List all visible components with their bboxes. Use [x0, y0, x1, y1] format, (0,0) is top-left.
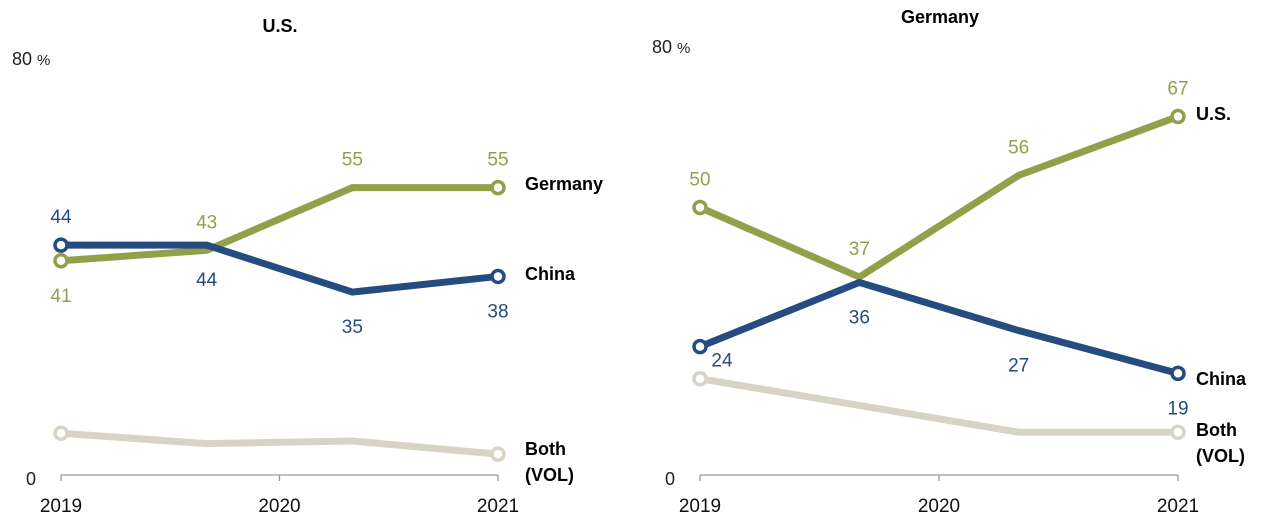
- series-label: Both (VOL): [1196, 420, 1245, 466]
- data-label: 55: [342, 150, 363, 171]
- data-point-marker: [692, 338, 708, 355]
- series-label: Both (VOL): [525, 439, 574, 485]
- data-label: 44: [196, 270, 218, 291]
- data-label: 43: [196, 212, 217, 233]
- data-point-marker: [692, 199, 708, 216]
- series-line-china: [698, 278, 1179, 377]
- data-label: 38: [487, 301, 508, 322]
- data-label: 44: [50, 207, 72, 228]
- y-tick-label-bottom: 0: [665, 469, 675, 489]
- data-point-marker: [490, 268, 506, 285]
- x-tick-label: 2020: [258, 496, 300, 517]
- y-tick-label-bottom: 0: [26, 469, 36, 489]
- series-label: Germany: [525, 174, 603, 194]
- y-tick-unit: %: [677, 40, 690, 57]
- x-tick-label: 2019: [679, 496, 721, 517]
- series-label: China: [1196, 369, 1247, 389]
- data-point-marker: [490, 446, 506, 462]
- data-point-marker: [1170, 424, 1186, 440]
- data-point-marker: [53, 237, 69, 253]
- y-tick-label-top: 80 %: [652, 37, 690, 57]
- data-label: 35: [342, 317, 363, 338]
- series-line-both: [60, 429, 499, 458]
- x-tick-label: 2019: [40, 496, 82, 517]
- data-label: 41: [50, 286, 71, 307]
- series-line-us: [698, 113, 1180, 282]
- series-line-germany: [60, 184, 498, 265]
- series-label: U.S.: [1196, 104, 1231, 124]
- x-tick-label: 2021: [477, 496, 519, 517]
- x-tick-label: 2020: [918, 496, 960, 517]
- data-label: 24: [711, 351, 733, 372]
- series-line-both: [699, 375, 1178, 436]
- panel-title: Germany: [901, 7, 979, 27]
- x-tick-label: 2021: [1157, 496, 1199, 517]
- series-line-china: [61, 241, 499, 296]
- data-point-marker: [1170, 108, 1186, 125]
- data-label: 36: [849, 307, 870, 328]
- data-label: 27: [1008, 356, 1029, 377]
- data-label: 37: [849, 239, 870, 260]
- data-point-marker: [692, 370, 708, 387]
- data-point-marker: [1170, 365, 1186, 382]
- y-tick-label-top: 80 %: [12, 49, 50, 69]
- panel-title: U.S.: [262, 16, 297, 36]
- data-point-marker: [53, 425, 69, 441]
- y-tick-unit: %: [37, 52, 50, 69]
- data-label: 67: [1167, 79, 1188, 100]
- data-label: 50: [689, 170, 710, 191]
- data-label: 19: [1167, 398, 1188, 419]
- data-point-marker: [490, 179, 506, 196]
- data-label: 55: [487, 150, 508, 171]
- data-point-marker: [53, 253, 69, 269]
- series-label: China: [525, 264, 576, 284]
- data-label: 56: [1008, 137, 1029, 158]
